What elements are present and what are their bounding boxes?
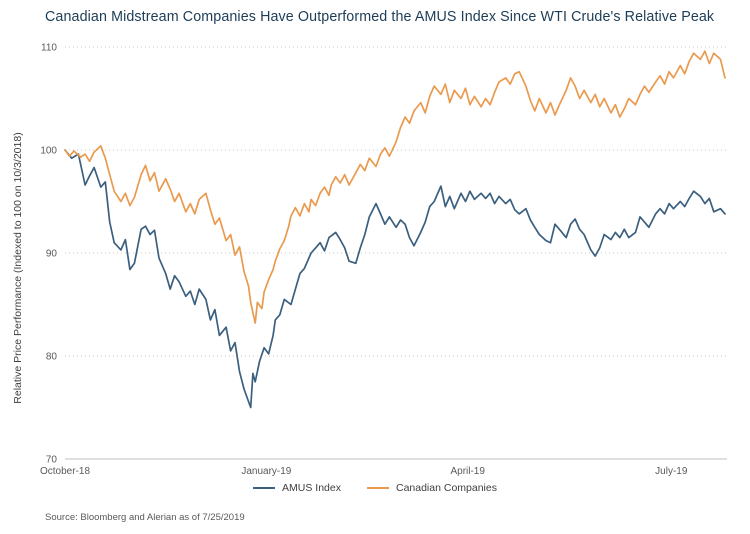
x-tick-label-January-19: January-19	[241, 466, 291, 477]
gridlines	[65, 46, 727, 460]
y-tick-label-100: 100	[40, 146, 57, 157]
y-axis-label: Relative Price Performance (Indexed to 1…	[12, 132, 24, 404]
y-tick-label-90: 90	[46, 249, 58, 260]
legend-swatch-amus-line	[253, 486, 276, 490]
source-note: Source: Bloomberg and Alerian as of 7/25…	[45, 512, 245, 523]
chart-title: Canadian Midstream Companies Have Outper…	[45, 9, 715, 25]
x-tick-labels: October-18 January-19 April-19 July-19	[40, 466, 688, 477]
x-tick-label-April-19: April-19	[450, 466, 485, 477]
legend-label-canadian: Canadian Companies	[395, 482, 497, 494]
x-tick-label-July-19: July-19	[655, 466, 688, 477]
legend: AMUS Index Canadian Companies	[0, 482, 750, 494]
x-tick-label-October-18: October-18	[40, 466, 90, 477]
y-tick-label-70: 70	[46, 455, 58, 466]
series-line-0	[64, 149, 726, 409]
legend-label-amus: AMUS Index	[282, 482, 341, 494]
series-lines	[64, 50, 726, 409]
legend-item-amus: AMUS Index	[253, 482, 341, 494]
legend-swatch-canadian-line	[366, 486, 389, 490]
legend-item-canadian: Canadian Companies	[366, 482, 497, 494]
y-tick-label-80: 80	[46, 352, 58, 363]
y-tick-label-110: 110	[41, 43, 57, 54]
y-tick-labels: 70 80 90 100 110	[40, 43, 57, 466]
series-line-1	[64, 50, 726, 324]
